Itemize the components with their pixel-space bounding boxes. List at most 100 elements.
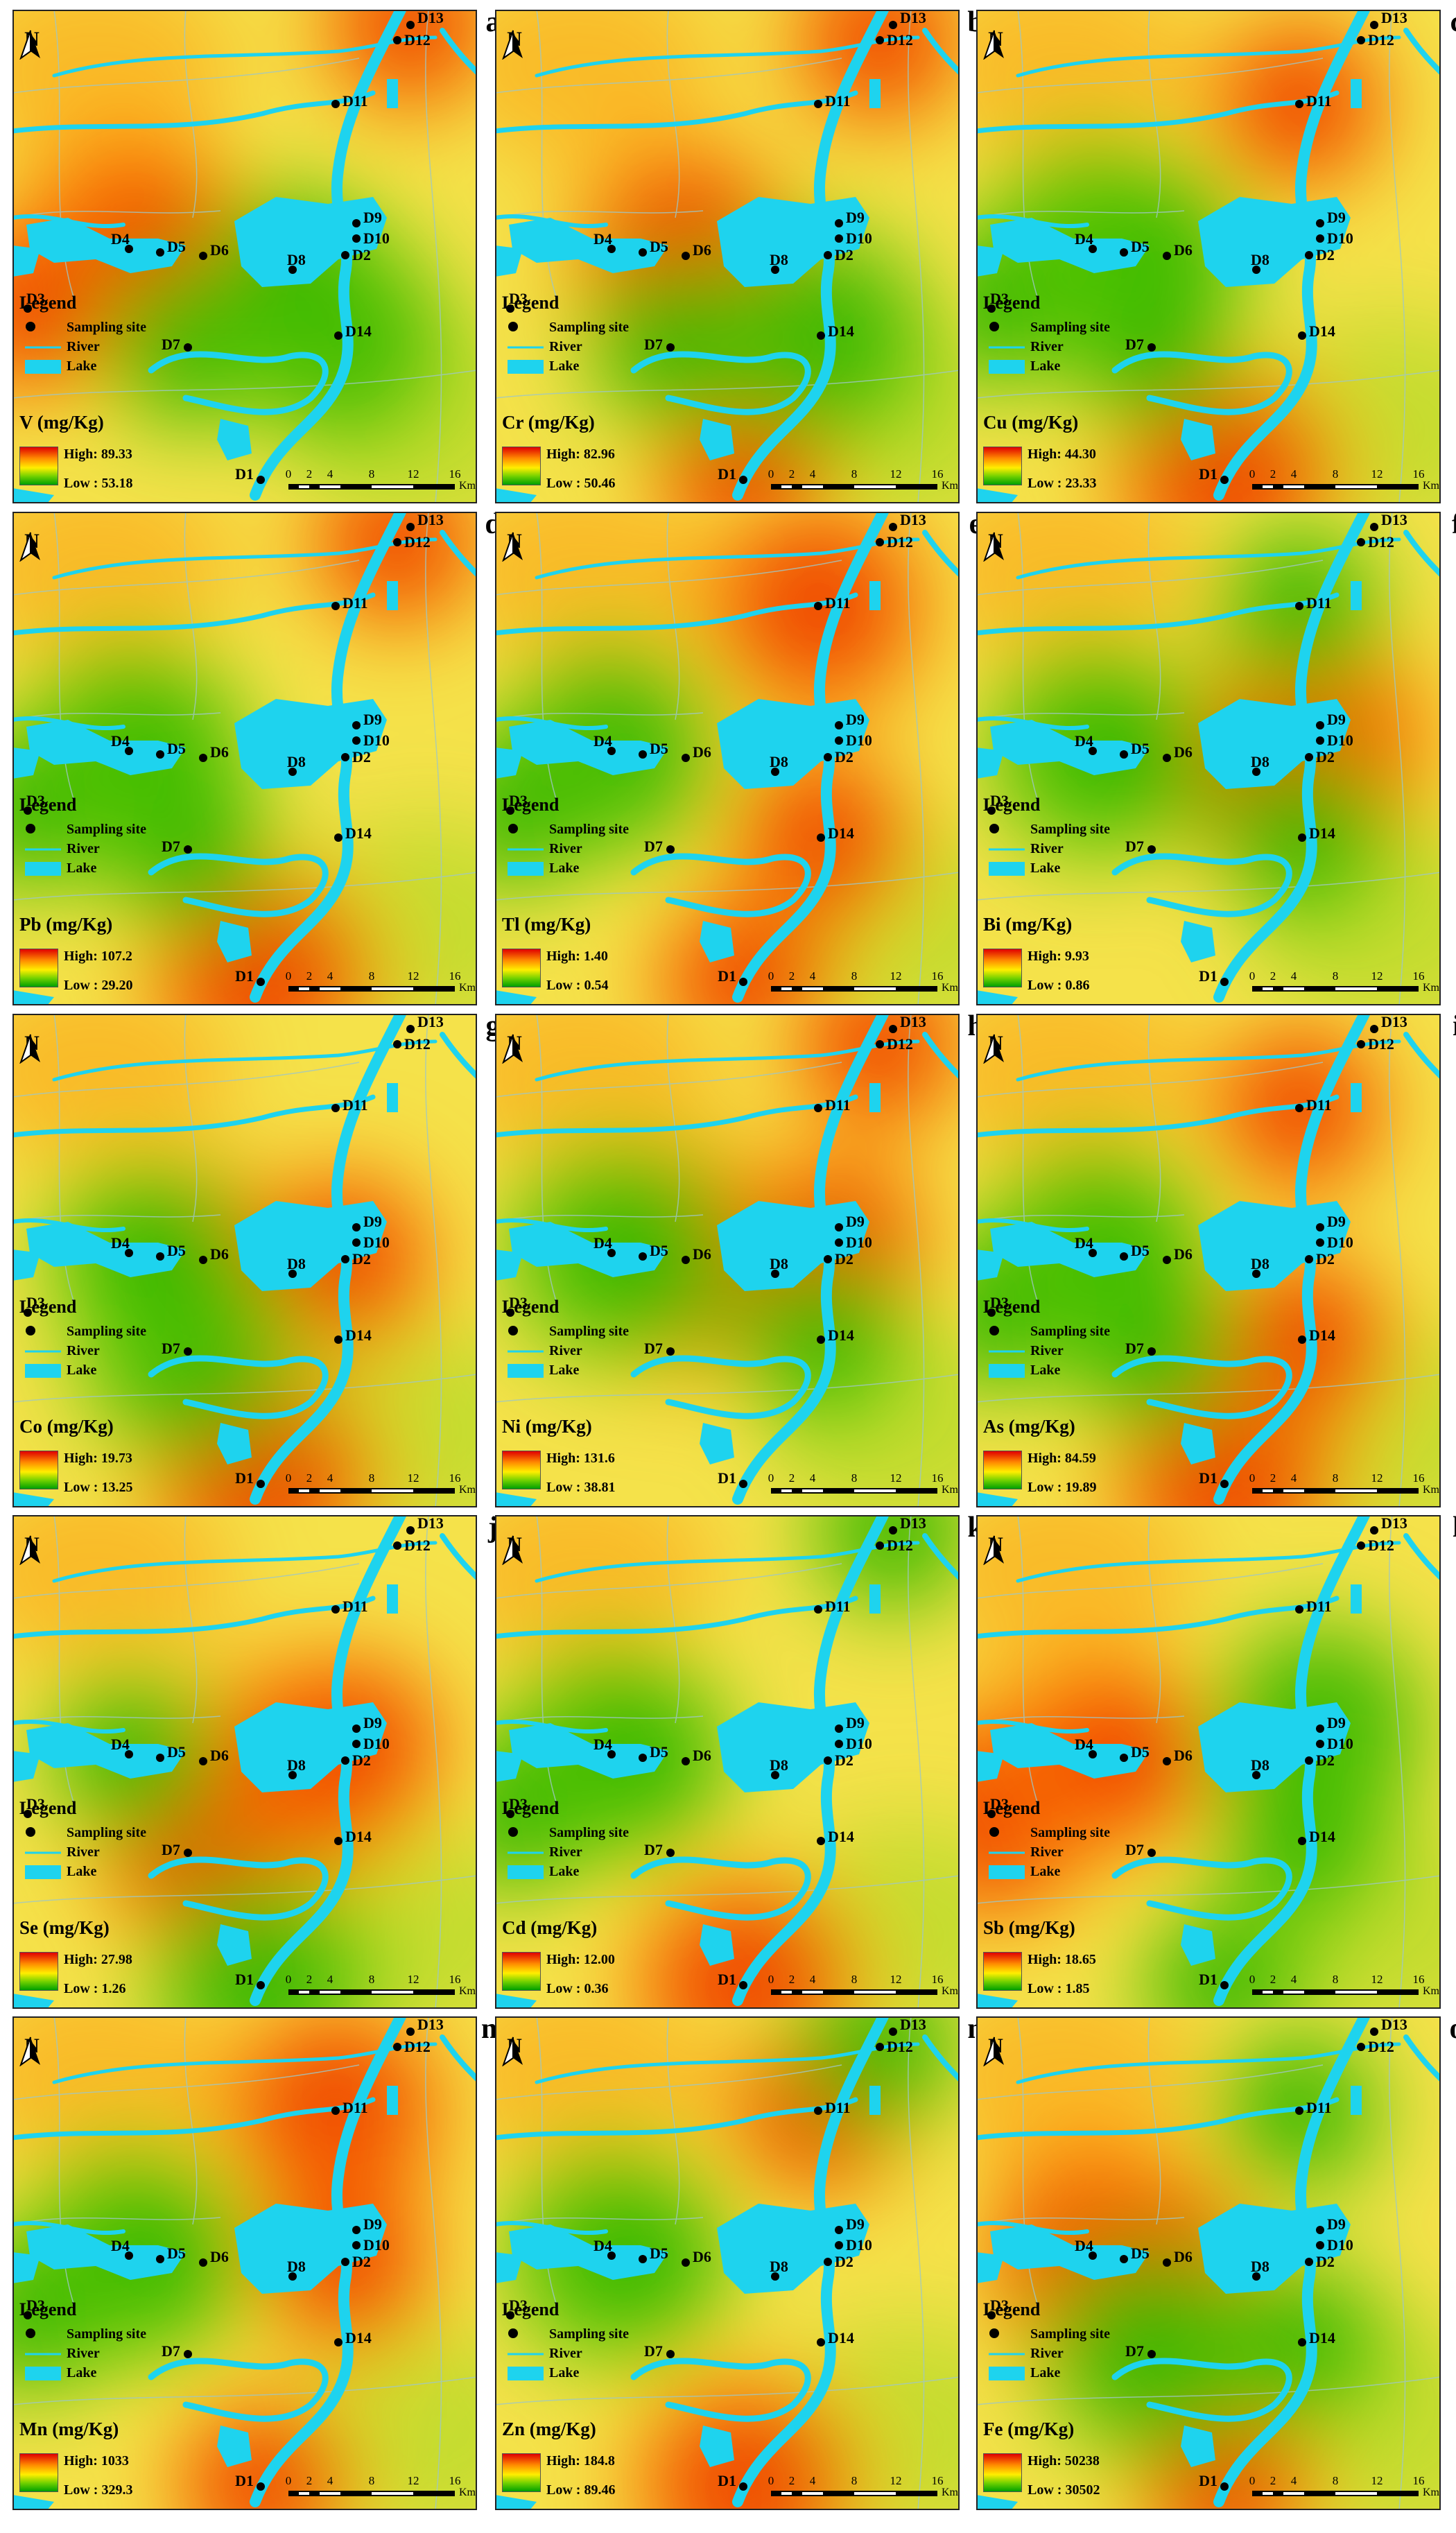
sampling-site-dot (1305, 2258, 1313, 2266)
map-legend: Legend Sampling site River Lake (502, 293, 641, 376)
site-label-d4: D4 (593, 1234, 612, 1252)
site-label-d10: D10 (846, 1234, 872, 1251)
scale-tick: 0 (285, 2474, 292, 2487)
scale-bar-segment (781, 1489, 792, 1492)
legend-title: Legend (19, 1798, 77, 1818)
interpolation-map (12, 1515, 477, 2009)
legend-lake-symbol (25, 360, 61, 374)
legend-item-lake: Lake (502, 356, 641, 376)
sampling-site-dot (1298, 1335, 1306, 1344)
sampling-site-dot (406, 1025, 415, 1033)
sampling-site-dot (352, 1724, 361, 1733)
scale-tick: 2 (788, 1471, 795, 1485)
sampling-site-dot (771, 1270, 779, 1278)
site-label-d1: D1 (1199, 967, 1217, 985)
site-label-d11: D11 (825, 1598, 851, 1615)
site-label-d2: D2 (352, 2253, 371, 2270)
low-value: Low : 1.85 (1028, 1981, 1090, 1996)
scale-bar: 0 2 4 8 12 16 Km (285, 2474, 476, 2502)
sampling-site-dot (184, 845, 192, 854)
legend-item-lake: Lake (983, 356, 1122, 376)
site-label-d11: D11 (1306, 92, 1332, 110)
sampling-site-dot (987, 1308, 996, 1317)
sampling-site-dot (288, 1270, 297, 1278)
legend-item-river: River (983, 337, 1122, 356)
scale-bar-segment (372, 1991, 413, 1994)
low-value: Low : 89.46 (546, 2482, 616, 2498)
sampling-site-dot (666, 1849, 675, 1857)
sampling-site-dot (1220, 978, 1229, 986)
scale-bar: 0 2 4 8 12 16 Km (1249, 969, 1439, 997)
site-label-d1: D1 (1199, 1971, 1217, 1988)
scale-bar-segment (781, 2492, 792, 2495)
sampling-site-dot (876, 538, 884, 546)
site-label-d8: D8 (770, 1255, 788, 1272)
sampling-site-dot (835, 219, 843, 227)
scale-bar-segment (854, 1489, 896, 1492)
site-label-d5: D5 (167, 740, 186, 757)
legend-river-symbol (25, 848, 61, 851)
sampling-site-dot (1252, 2272, 1260, 2281)
scale-tick: 8 (851, 969, 858, 983)
legend-item-lake: Lake (983, 858, 1122, 878)
map-panel-c: Nc D1 D2 D3 D4 D5 D6 D7 D8 D9 D10 D11 D12 D13 D14 Legen… (976, 6, 1456, 503)
scale-bar-segment (1283, 1991, 1304, 1994)
scale-tick: 16 (1412, 1471, 1425, 1485)
sampling-site-dot (739, 2482, 747, 2491)
scale-tick: 16 (449, 1471, 461, 1485)
high-value: High: 82.96 (546, 447, 615, 462)
scale-bar-segment (1263, 1991, 1273, 1994)
site-label-d3: D3 (509, 792, 528, 809)
legend-item-lake: Lake (502, 2363, 641, 2383)
site-label-d9: D9 (1327, 209, 1346, 226)
color-ramp (502, 1451, 541, 1489)
legend-title: Legend (19, 795, 77, 815)
legend-item-lake: Lake (983, 1862, 1122, 1881)
scale-tick: 16 (931, 1471, 944, 1485)
map-legend: Legend Sampling site River Lake (502, 1798, 641, 1881)
sampling-site-dot (352, 1238, 361, 1247)
legend-label: Lake (549, 1363, 580, 1378)
site-label-d1: D1 (1199, 465, 1217, 483)
legend-river-symbol (508, 2353, 544, 2355)
sampling-site-dot (1298, 2338, 1306, 2346)
legend-label: Lake (1030, 861, 1061, 876)
legend-label: River (549, 2346, 582, 2361)
sampling-site-dot (666, 343, 675, 352)
site-label-d1: D1 (1199, 2472, 1217, 2489)
element-unit-label: V (mg/Kg) (19, 412, 104, 433)
site-label-d7: D7 (644, 838, 663, 855)
sampling-site-dot (814, 100, 822, 108)
site-label-d2: D2 (835, 246, 853, 263)
sampling-site-dot (889, 2028, 897, 2036)
scale-bar-segment (372, 1489, 413, 1492)
legend-label: River (1030, 1343, 1064, 1358)
site-label-d11: D11 (1306, 594, 1332, 612)
scale-bar-segment (1283, 1489, 1304, 1492)
legend-sampling-site-symbol (26, 322, 35, 331)
scale-unit: Km (1423, 1985, 1439, 1997)
low-value: Low : 53.18 (64, 476, 133, 491)
sampling-site-dot (682, 2258, 690, 2267)
scale-tick: 2 (306, 969, 313, 983)
sampling-site-dot (1316, 1740, 1324, 1748)
site-label-d12: D12 (887, 1035, 913, 1053)
scale-bar: 0 2 4 8 12 16 Km (768, 969, 958, 997)
sampling-site-dot (1120, 2255, 1128, 2263)
sampling-site-dot (184, 1849, 192, 1857)
legend-river-symbol (508, 1851, 544, 1854)
sampling-site-dot (24, 1810, 32, 1818)
sampling-site-dot (24, 2311, 32, 2319)
sampling-site-dot (1370, 2028, 1378, 2036)
north-arrow-icon (983, 30, 1004, 60)
legend-lake-symbol (508, 2367, 544, 2380)
legend-sampling-site-symbol (989, 1326, 999, 1335)
sampling-site-dot (987, 1810, 996, 1818)
site-label-d12: D12 (1368, 31, 1394, 49)
sampling-site-dot (1316, 234, 1324, 243)
site-label-d7: D7 (1125, 1340, 1144, 1357)
legend-label: River (549, 1844, 582, 1860)
color-ramp (19, 447, 58, 485)
site-label-d12: D12 (1368, 1537, 1394, 1554)
element-unit-label: As (mg/Kg) (983, 1416, 1075, 1437)
